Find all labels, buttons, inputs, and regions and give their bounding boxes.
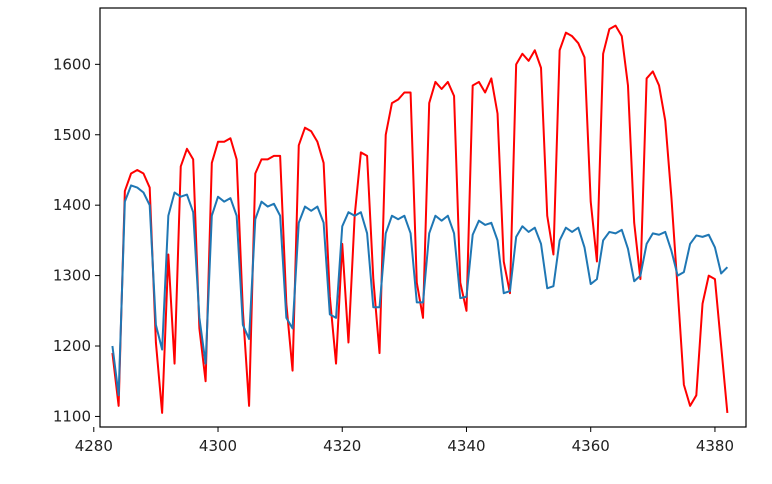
y-tick-label: 1100: [53, 407, 91, 425]
y-tick-label: 1500: [53, 126, 91, 144]
series-line-2: [111, 184, 729, 397]
x-tick-label: 4280: [75, 437, 113, 455]
x-tick-label: 4300: [199, 437, 237, 455]
y-tick-label: 1200: [53, 337, 91, 355]
x-tick-label: 4380: [696, 437, 734, 455]
y-tick-label: 1600: [53, 55, 91, 73]
series-line-1: [111, 24, 729, 414]
x-tick-label: 4320: [323, 437, 361, 455]
x-tick-label: 4340: [447, 437, 485, 455]
y-tick-label: 1400: [53, 196, 91, 214]
plot-frame: [99, 7, 747, 428]
y-axis-ticks: 1100 1200 1300 1400 1500 1600: [53, 55, 100, 425]
series-layer: [111, 24, 729, 414]
y-tick-label: 1300: [53, 267, 91, 285]
x-tick-label: 4360: [572, 437, 610, 455]
x-axis-ticks: 4280 4300 4320 4340 4360 4380: [75, 427, 734, 455]
